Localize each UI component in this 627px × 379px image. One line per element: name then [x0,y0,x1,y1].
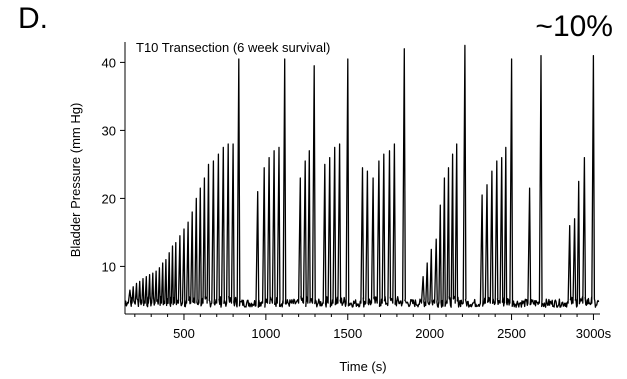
corner-note: ~10% [535,10,613,43]
chart-title: T10 Transection (6 week survival) [136,40,330,55]
x-tick-label: 1500 [333,326,362,341]
x-tick-label: 3000s [576,326,612,341]
y-tick-label: 40 [102,55,116,70]
pressure-trace-line [124,44,600,308]
chart-axes [124,42,600,315]
y-axis-label: Bladder Pressure (mm Hg) [68,103,83,258]
y-tick-label: 10 [102,259,116,274]
x-tick-label: 2000 [415,326,444,341]
y-ticks: 10 20 30 40 [102,55,125,274]
y-tick-label: 30 [102,123,116,138]
plot-area [124,44,600,308]
panel-label: D. [18,2,48,35]
y-tick-label: 20 [102,191,116,206]
x-ticks: 500 1000 1500 2000 2500 3000s [134,314,612,341]
x-tick-label: 1000 [251,326,280,341]
x-tick-label: 500 [173,326,195,341]
x-tick-label: 2500 [497,326,526,341]
x-axis-label: Time (s) [339,359,386,374]
